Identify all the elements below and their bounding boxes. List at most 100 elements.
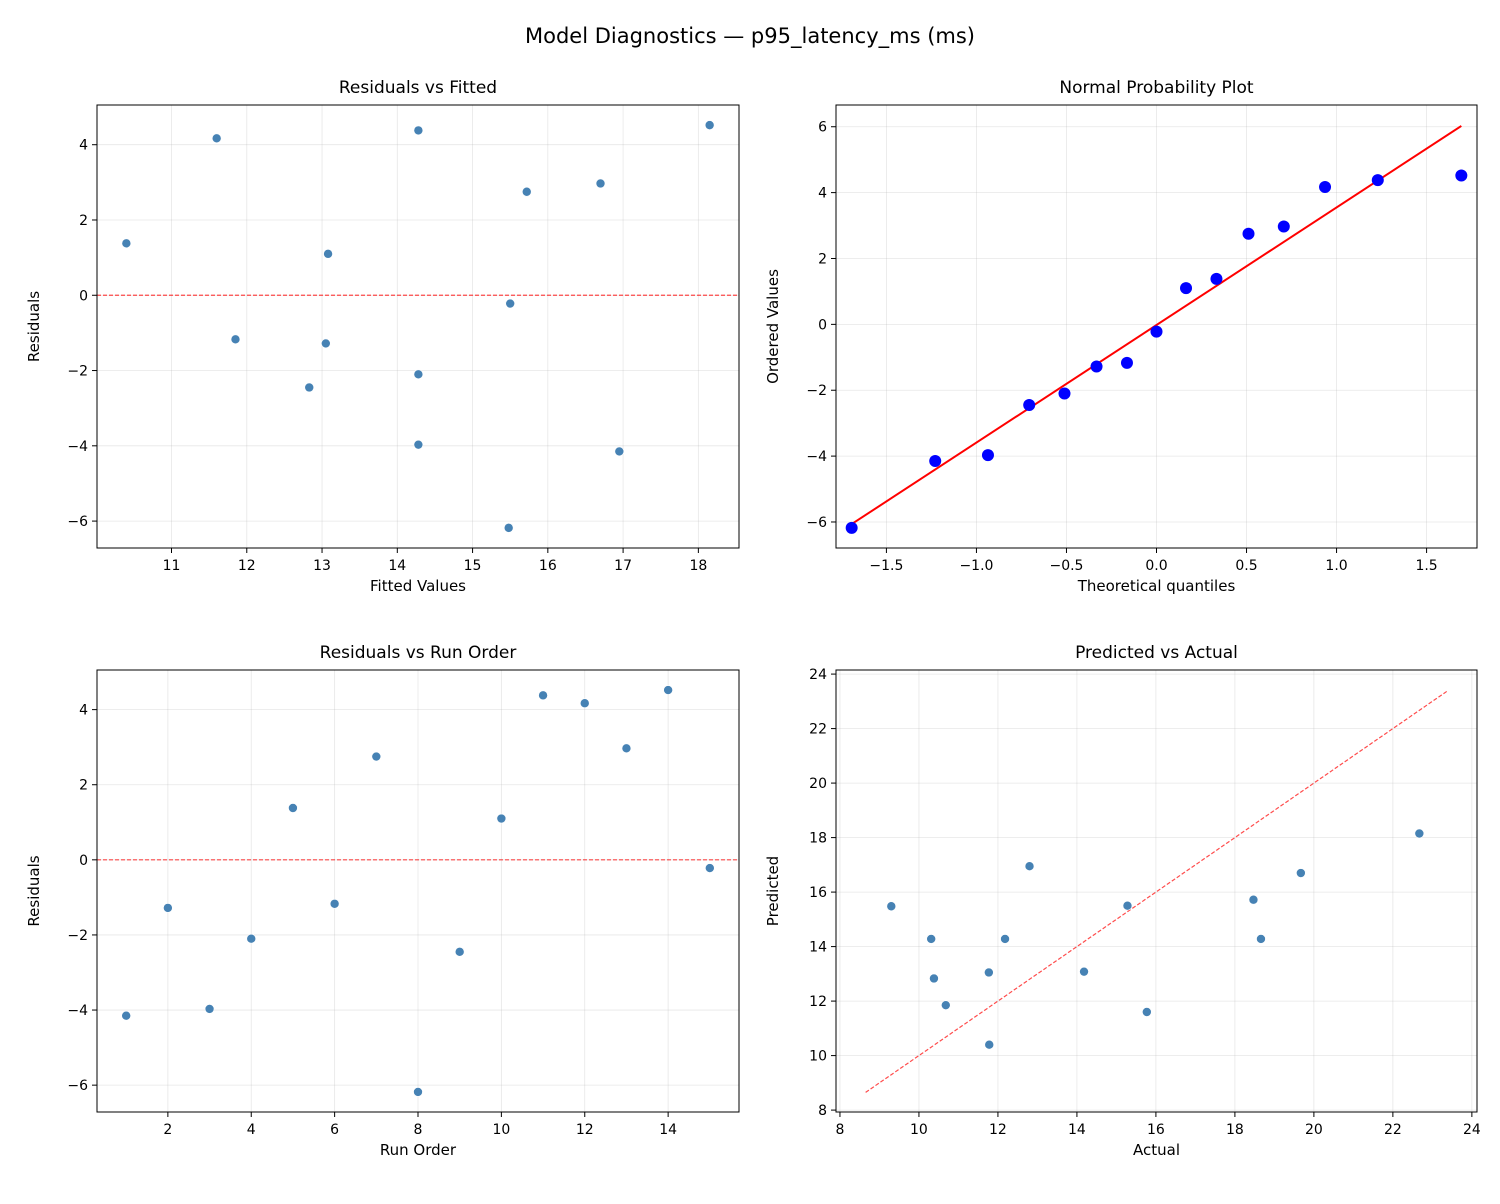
y-tick-label: 12 [809,994,827,1010]
data-point [621,743,632,754]
plot-area [97,685,739,1097]
y-tick-label: 24 [809,667,827,683]
data-point [121,238,132,249]
data-point [595,178,606,189]
data-point [211,133,222,144]
data-point [1414,828,1425,839]
y-tick-label: −6 [806,515,827,531]
data-point [1079,966,1089,977]
data-point [929,973,939,984]
x-tick-label: 4 [247,1122,256,1138]
y-tick-label: 2 [79,213,88,229]
axes-frame [835,669,1478,1113]
panel-3: 2 4 6 8 10 12 14 −6 −4 −2 0 2 4 Residuals vs Run Orde… [25,643,740,1159]
data-point [1371,174,1384,187]
panel-4: 8 10 12 14 16 18 20 22 24 8 10 12 14 16 18 20 22 24 Predic… [764,643,1481,1159]
axes-frame [96,104,740,549]
y-tick-label: −4 [67,439,88,455]
data-point [1210,272,1223,285]
data-point [929,455,942,468]
figure-title: Model Diagnostics — p95_latency_ms (ms) [525,24,975,49]
data-point [984,967,994,978]
data-point [1256,934,1266,944]
y-tick-label: 8 [818,1103,827,1119]
x-axis-label: Theoretical quantiles [1077,577,1236,595]
y-axis-label: Ordered Values [764,269,782,384]
data-point [413,369,424,380]
panel-title: Residuals vs Fitted [339,78,497,98]
x-tick-label: 17 [614,558,632,574]
data-point [704,120,715,130]
data-point [1023,399,1036,412]
x-tick-label: 18 [689,558,707,574]
y-tick-label: −2 [67,928,88,944]
x-tick-label: 22 [1384,1122,1402,1138]
x-tick-label: −1.5 [869,558,903,574]
data-point [230,334,241,345]
panel-2: −1.5 −1.0 −0.5 0.0 0.5 1.0 1.5 −6 −4 −2 0 2 4 6 Normal… [764,78,1478,595]
y-tick-label: −4 [806,449,827,465]
y-tick-label: 16 [809,885,827,901]
data-point [204,1004,215,1014]
data-point [614,446,625,457]
data-point [1296,868,1306,878]
panel-title: Residuals vs Run Order [320,643,517,663]
x-tick-label: 12 [989,1122,1007,1138]
data-point [163,903,173,913]
x-tick-label: 10 [910,1122,928,1138]
y-tick-label: 18 [809,831,827,847]
data-point [1319,181,1332,194]
y-tick-label: −4 [67,1003,88,1019]
x-tick-label: 1.0 [1325,558,1347,574]
data-point [1150,325,1163,338]
data-point [505,298,515,309]
y-tick-label: 2 [79,778,88,794]
data-point [886,901,897,912]
data-point [521,186,532,197]
x-tick-label: 14 [659,1122,677,1138]
x-tick-label: 1.5 [1415,558,1437,574]
y-tick-label: 0 [818,317,827,333]
data-point [288,803,298,813]
data-point [940,1000,951,1010]
data-point [926,934,936,944]
plot-area [845,125,1468,534]
x-tick-label: −0.5 [1049,558,1083,574]
x-tick-label: 10 [492,1122,510,1138]
x-axis-label: Fitted Values [370,577,466,595]
x-tick-label: 14 [1068,1122,1086,1138]
data-point [1090,360,1103,373]
data-point [496,813,507,824]
data-point [413,1087,423,1097]
data-point [981,449,994,462]
axes-frame [96,669,740,1113]
y-tick-label: −2 [67,364,88,380]
data-point [705,863,715,873]
y-tick-label: 20 [809,776,827,792]
x-tick-label: 12 [238,558,256,574]
y-tick-label: 4 [79,138,88,154]
data-point [1242,227,1255,240]
x-axis-label: Run Order [380,1141,457,1159]
y-axis-label: Predicted [764,856,782,926]
x-tick-label: 8 [835,1122,844,1138]
fit-line [851,125,1462,525]
x-tick-label: 0.5 [1235,558,1257,574]
y-tick-label: 10 [809,1049,827,1065]
data-point [579,698,590,709]
x-tick-label: 12 [576,1122,594,1138]
data-point [1180,282,1193,295]
x-tick-label: 0.0 [1145,558,1167,574]
y-axis-label: Residuals [25,855,43,926]
y-tick-label: 0 [79,288,88,304]
data-point [121,1010,131,1021]
x-tick-label: 13 [313,558,331,574]
axes-frame [835,104,1478,549]
y-tick-label: 2 [818,251,827,267]
data-point [323,249,333,259]
panel-1: 11 12 13 14 15 16 17 18 −6 −4 −2 0 2 4 Residuals vs Fi… [25,78,740,595]
data-point [246,933,257,944]
y-tick-label: 22 [809,722,827,738]
data-point [503,523,514,533]
